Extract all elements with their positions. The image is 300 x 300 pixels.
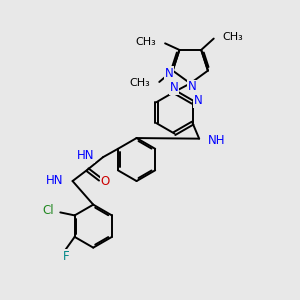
Text: CH₃: CH₃ <box>129 78 150 88</box>
Text: O: O <box>101 175 110 188</box>
Text: N: N <box>165 67 173 80</box>
Text: F: F <box>63 250 70 262</box>
Text: Cl: Cl <box>42 204 54 217</box>
Text: NH: NH <box>208 134 225 147</box>
Text: CH₃: CH₃ <box>223 32 243 42</box>
Text: N: N <box>169 81 178 94</box>
Text: CH₃: CH₃ <box>135 37 156 47</box>
Text: HN: HN <box>46 174 64 187</box>
Text: N: N <box>188 80 197 94</box>
Text: N: N <box>194 94 202 107</box>
Text: HN: HN <box>76 149 94 162</box>
